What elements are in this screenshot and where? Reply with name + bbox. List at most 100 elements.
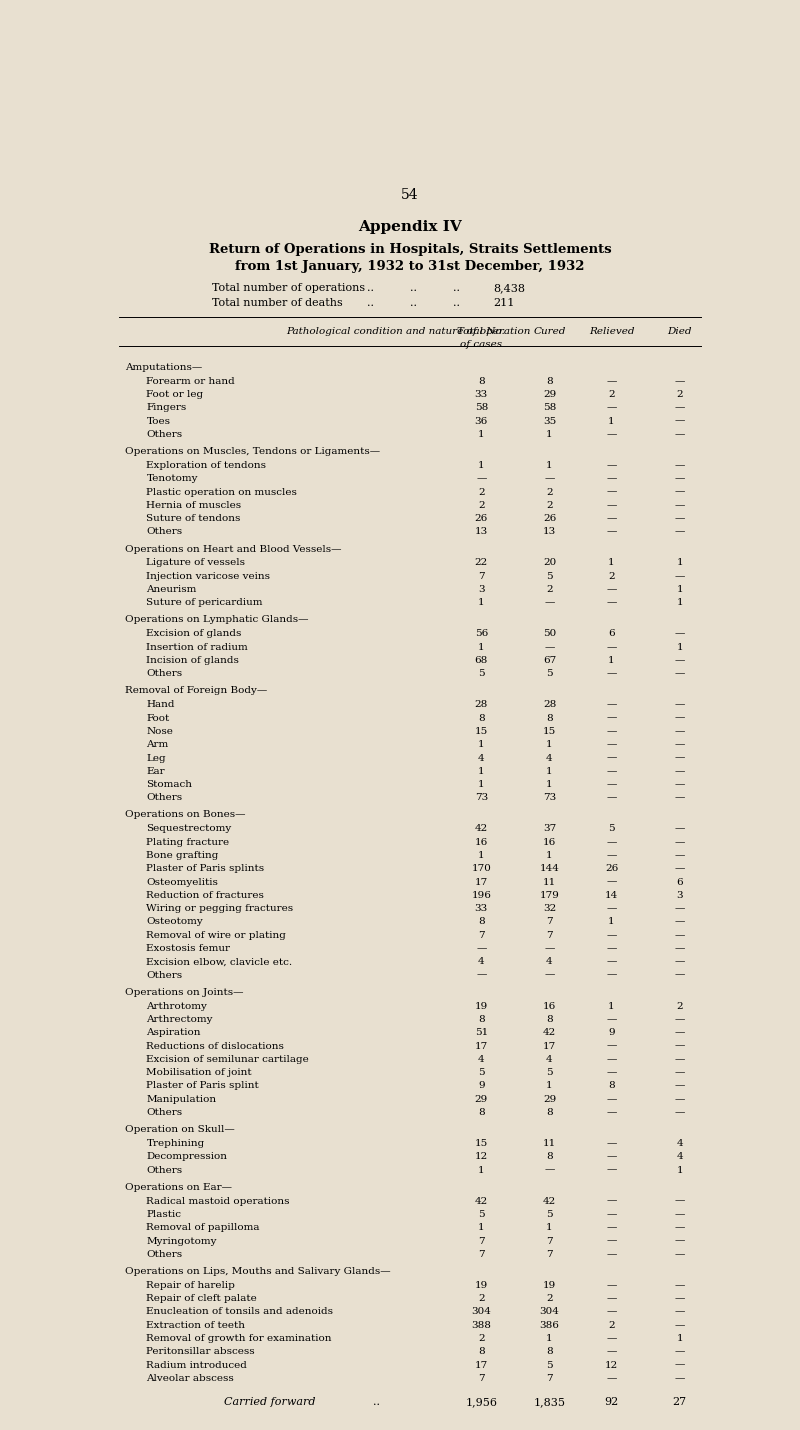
Text: 304: 304	[471, 1307, 491, 1317]
Text: —: —	[544, 642, 554, 652]
Text: Removal of growth for examination: Removal of growth for examination	[146, 1334, 332, 1343]
Text: 17: 17	[474, 1041, 488, 1051]
Text: —: —	[606, 1250, 617, 1258]
Text: 1: 1	[546, 1081, 553, 1091]
Text: —: —	[674, 766, 685, 776]
Text: from 1st January, 1932 to 31st December, 1932: from 1st January, 1932 to 31st December,…	[235, 260, 585, 273]
Text: Nose: Nose	[146, 726, 174, 736]
Text: 1: 1	[676, 585, 683, 593]
Text: Wiring or pegging fractures: Wiring or pegging fractures	[146, 904, 294, 914]
Text: —: —	[674, 403, 685, 412]
Text: —: —	[674, 1281, 685, 1290]
Text: —: —	[606, 1165, 617, 1174]
Text: —: —	[674, 904, 685, 914]
Text: 1: 1	[478, 766, 485, 776]
Text: 5: 5	[608, 825, 615, 834]
Text: 5: 5	[546, 1361, 553, 1370]
Text: 13: 13	[474, 528, 488, 536]
Text: ..: ..	[410, 299, 417, 309]
Text: Injection varicose veins: Injection varicose veins	[146, 572, 270, 581]
Text: —: —	[674, 1197, 685, 1205]
Text: 1: 1	[546, 851, 553, 859]
Text: 8: 8	[546, 1153, 553, 1161]
Text: 144: 144	[539, 864, 559, 874]
Text: 7: 7	[546, 1237, 553, 1246]
Text: —: —	[606, 1095, 617, 1104]
Text: 14: 14	[605, 891, 618, 899]
Text: 1: 1	[676, 559, 683, 568]
Text: 6: 6	[608, 629, 615, 638]
Text: Others: Others	[146, 1250, 182, 1258]
Text: 22: 22	[474, 559, 488, 568]
Text: 28: 28	[474, 701, 488, 709]
Text: Total number of deaths: Total number of deaths	[211, 299, 342, 309]
Text: 8: 8	[608, 1081, 615, 1091]
Text: —: —	[674, 864, 685, 874]
Text: ..: ..	[454, 283, 461, 293]
Text: 1: 1	[478, 642, 485, 652]
Text: 4: 4	[676, 1140, 683, 1148]
Text: Reductions of dislocations: Reductions of dislocations	[146, 1041, 284, 1051]
Text: Died: Died	[667, 327, 692, 336]
Text: 67: 67	[543, 656, 556, 665]
Text: 9: 9	[608, 1028, 615, 1037]
Text: Plating fracture: Plating fracture	[146, 838, 230, 847]
Text: 1: 1	[676, 1334, 683, 1343]
Text: —: —	[674, 572, 685, 581]
Text: ..: ..	[373, 1397, 380, 1407]
Text: 1: 1	[608, 918, 615, 927]
Text: Carried forward: Carried forward	[224, 1397, 315, 1407]
Text: 1: 1	[478, 781, 485, 789]
Text: 16: 16	[543, 838, 556, 847]
Text: 7: 7	[478, 572, 485, 581]
Text: 2: 2	[546, 488, 553, 496]
Text: Arthrectomy: Arthrectomy	[146, 1015, 213, 1024]
Text: —: —	[674, 515, 685, 523]
Text: —: —	[544, 475, 554, 483]
Text: —: —	[606, 754, 617, 762]
Text: Others: Others	[146, 528, 182, 536]
Text: Pathological condition and nature of operation: Pathological condition and nature of ope…	[286, 327, 530, 336]
Text: —: —	[544, 971, 554, 980]
Text: Total No.: Total No.	[458, 327, 505, 336]
Text: —: —	[606, 878, 617, 887]
Text: Suture of pericardium: Suture of pericardium	[146, 598, 263, 608]
Text: 42: 42	[474, 1197, 488, 1205]
Text: 26: 26	[543, 515, 556, 523]
Text: —: —	[606, 726, 617, 736]
Text: 26: 26	[605, 864, 618, 874]
Text: —: —	[674, 944, 685, 952]
Text: 35: 35	[543, 416, 556, 426]
Text: Hernia of muscles: Hernia of muscles	[146, 500, 242, 511]
Text: 3: 3	[676, 891, 683, 899]
Text: —: —	[606, 376, 617, 386]
Text: 16: 16	[474, 838, 488, 847]
Text: Others: Others	[146, 430, 182, 439]
Text: Peritonsillar abscess: Peritonsillar abscess	[146, 1347, 255, 1357]
Text: 11: 11	[543, 878, 556, 887]
Text: Bone grafting: Bone grafting	[146, 851, 219, 859]
Text: 19: 19	[474, 1281, 488, 1290]
Text: —: —	[606, 528, 617, 536]
Text: 42: 42	[474, 825, 488, 834]
Text: —: —	[674, 669, 685, 678]
Text: 211: 211	[494, 299, 515, 309]
Text: —: —	[606, 500, 617, 511]
Text: 68: 68	[474, 656, 488, 665]
Text: 58: 58	[543, 403, 556, 412]
Text: —: —	[606, 1153, 617, 1161]
Text: Operations on Lips, Mouths and Salivary Glands—: Operations on Lips, Mouths and Salivary …	[125, 1267, 390, 1276]
Text: —: —	[674, 416, 685, 426]
Text: 19: 19	[474, 1001, 488, 1011]
Text: 54: 54	[401, 189, 419, 202]
Text: 170: 170	[471, 864, 491, 874]
Text: —: —	[606, 598, 617, 608]
Text: 9: 9	[478, 1081, 485, 1091]
Text: 8: 8	[478, 376, 485, 386]
Text: Return of Operations in Hospitals, Straits Settlements: Return of Operations in Hospitals, Strai…	[209, 243, 611, 256]
Text: 4: 4	[478, 754, 485, 762]
Text: —: —	[674, 957, 685, 967]
Text: —: —	[606, 741, 617, 749]
Text: 1: 1	[478, 1165, 485, 1174]
Text: Tenotomy: Tenotomy	[146, 475, 198, 483]
